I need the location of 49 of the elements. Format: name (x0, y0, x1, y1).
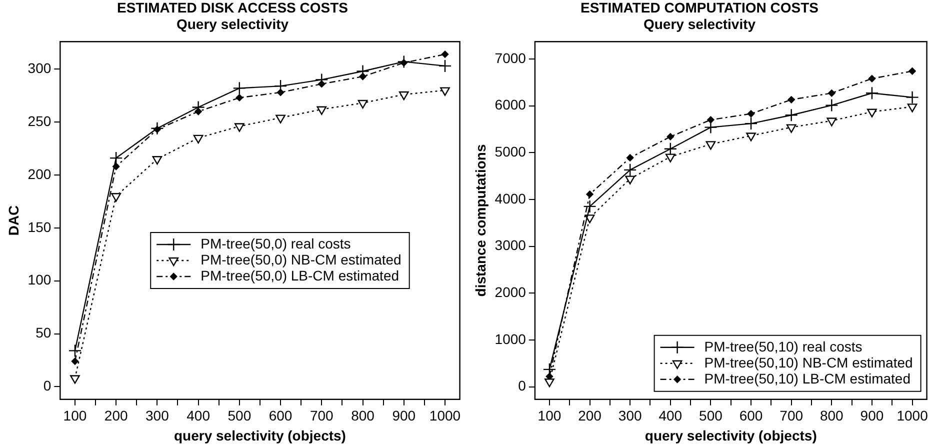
x-tick-label: 300 (146, 408, 170, 424)
legend-label: PM-tree(50,0) LB-CM estimated (200, 267, 400, 284)
x-tick-label: 1000 (429, 408, 461, 424)
x-axis-title: query selectivity (objects) (174, 427, 346, 444)
x-tick-label: 400 (658, 408, 682, 424)
x-tick-label: 100 (63, 408, 87, 424)
chart-title: ESTIMATED COMPUTATION COSTS (580, 0, 818, 16)
x-tick-label: 600 (268, 408, 292, 424)
x-tick-label: 800 (820, 408, 844, 424)
y-tick-label: 7000 (494, 50, 526, 66)
y-tick-label: 250 (28, 112, 52, 129)
y-tick-label: 2000 (494, 284, 526, 300)
y-tick-label: 200 (28, 166, 52, 182)
legend-label: PM-tree(50,0) real costs (200, 235, 351, 252)
x-tick-label: 600 (739, 408, 763, 424)
x-tick-label: 700 (310, 408, 334, 424)
legend-label: PM-tree(50,10) NB-CM estimated (704, 354, 913, 370)
x-tick-label: 300 (618, 408, 642, 424)
y-tick-label: 50 (36, 324, 52, 341)
y-tick-label: 0 (43, 378, 52, 394)
x-tick-label: 1000 (896, 408, 928, 424)
y-tick-label: 1000 (494, 330, 526, 347)
x-tick-label: 400 (186, 408, 210, 424)
y-axis-title: DAC (5, 205, 22, 236)
x-tick-label: 500 (699, 408, 723, 424)
y-tick-label: 4000 (494, 190, 526, 206)
legend-label: PM-tree(50,0) NB-CM estimated (200, 251, 402, 268)
x-tick-label: 200 (578, 408, 602, 424)
chart-subtitle: Query selectivity (643, 16, 756, 32)
y-tick-label: 3000 (494, 237, 526, 254)
y-tick-label: 0 (518, 378, 526, 394)
x-tick-label: 100 (538, 408, 562, 424)
x-axis-title: query selectivity (objects) (644, 427, 817, 444)
legend-label: PM-tree(50,10) LB-CM estimated (704, 370, 910, 386)
x-tick-label: 900 (392, 408, 416, 424)
y-axis-title: distance computations (472, 144, 488, 297)
y-tick-label: 5000 (494, 143, 526, 160)
x-tick-label: 500 (228, 408, 252, 424)
x-tick-label: 700 (780, 408, 804, 424)
y-tick-label: 150 (28, 218, 52, 235)
chart-title: ESTIMATED DISK ACCESS COSTS (116, 0, 348, 16)
chart-subtitle: Query selectivity (176, 16, 289, 32)
y-tick-label: 300 (28, 60, 52, 76)
legend-label: PM-tree(50,10) real costs (704, 338, 862, 354)
y-tick-label: 6000 (494, 96, 526, 113)
x-tick-label: 200 (104, 408, 128, 424)
x-tick-label: 800 (351, 408, 375, 424)
x-tick-label: 900 (860, 408, 884, 424)
y-tick-label: 100 (28, 272, 52, 288)
